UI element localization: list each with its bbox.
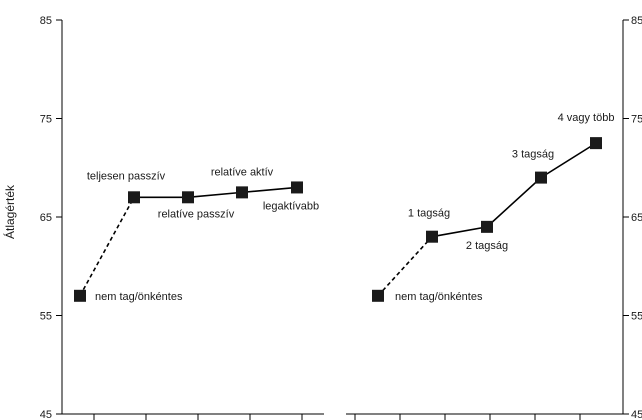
series-line-panel-2 bbox=[431, 142, 597, 238]
data-point-marker bbox=[182, 191, 194, 204]
data-point-label: 4 vagy több bbox=[558, 112, 615, 124]
axes: 45 45 55 55 65 65 75 75 85 85 bbox=[40, 15, 642, 420]
data-point-label: legaktívabb bbox=[263, 200, 319, 212]
series-line-panel-1 bbox=[134, 186, 298, 199]
series-markers bbox=[74, 137, 602, 302]
data-point-marker bbox=[481, 220, 493, 233]
data-point-marker bbox=[535, 171, 547, 184]
data-point-label: teljesen passzív bbox=[87, 170, 166, 182]
data-point-marker bbox=[74, 289, 86, 302]
data-point-label: relatíve passzív bbox=[158, 208, 235, 220]
series-dashed-segment-panel-1 bbox=[79, 196, 135, 297]
data-point-label: nem tag/önkéntes bbox=[395, 291, 483, 303]
data-point-marker bbox=[590, 137, 602, 150]
y-tick-label-left: 55 bbox=[40, 311, 52, 323]
data-point-label: 3 tagság bbox=[512, 149, 554, 161]
data-point-marker bbox=[372, 289, 384, 302]
point-labels: nem tag/önkéntes teljesen passzív relatíve… bbox=[87, 112, 615, 303]
series-dashed-segment-panel-2 bbox=[377, 236, 433, 297]
y-tick-label-right: 45 bbox=[631, 409, 642, 420]
y-tick-label-right: 65 bbox=[631, 212, 642, 224]
y-tick-label-right: 85 bbox=[631, 15, 642, 27]
y-tick-label-right: 55 bbox=[631, 311, 642, 323]
y-tick-label-left: 75 bbox=[40, 114, 52, 126]
data-point-label: nem tag/önkéntes bbox=[95, 291, 183, 303]
data-point-marker bbox=[291, 181, 303, 194]
data-point-label: relatíve aktív bbox=[211, 166, 274, 178]
y-axis-title: Átlagérték bbox=[2, 184, 17, 239]
y-tick-label-right: 75 bbox=[631, 114, 642, 126]
data-point-marker bbox=[236, 186, 248, 199]
series-lines bbox=[79, 142, 597, 297]
data-point-marker bbox=[426, 230, 438, 243]
y-tick-label-left: 65 bbox=[40, 212, 52, 224]
data-point-label: 2 tagság bbox=[466, 240, 508, 252]
data-point-label: 1 tagság bbox=[408, 208, 450, 220]
y-tick-label-left: 85 bbox=[40, 15, 52, 27]
data-point-marker bbox=[128, 191, 140, 204]
y-tick-label-left: 45 bbox=[40, 409, 52, 420]
